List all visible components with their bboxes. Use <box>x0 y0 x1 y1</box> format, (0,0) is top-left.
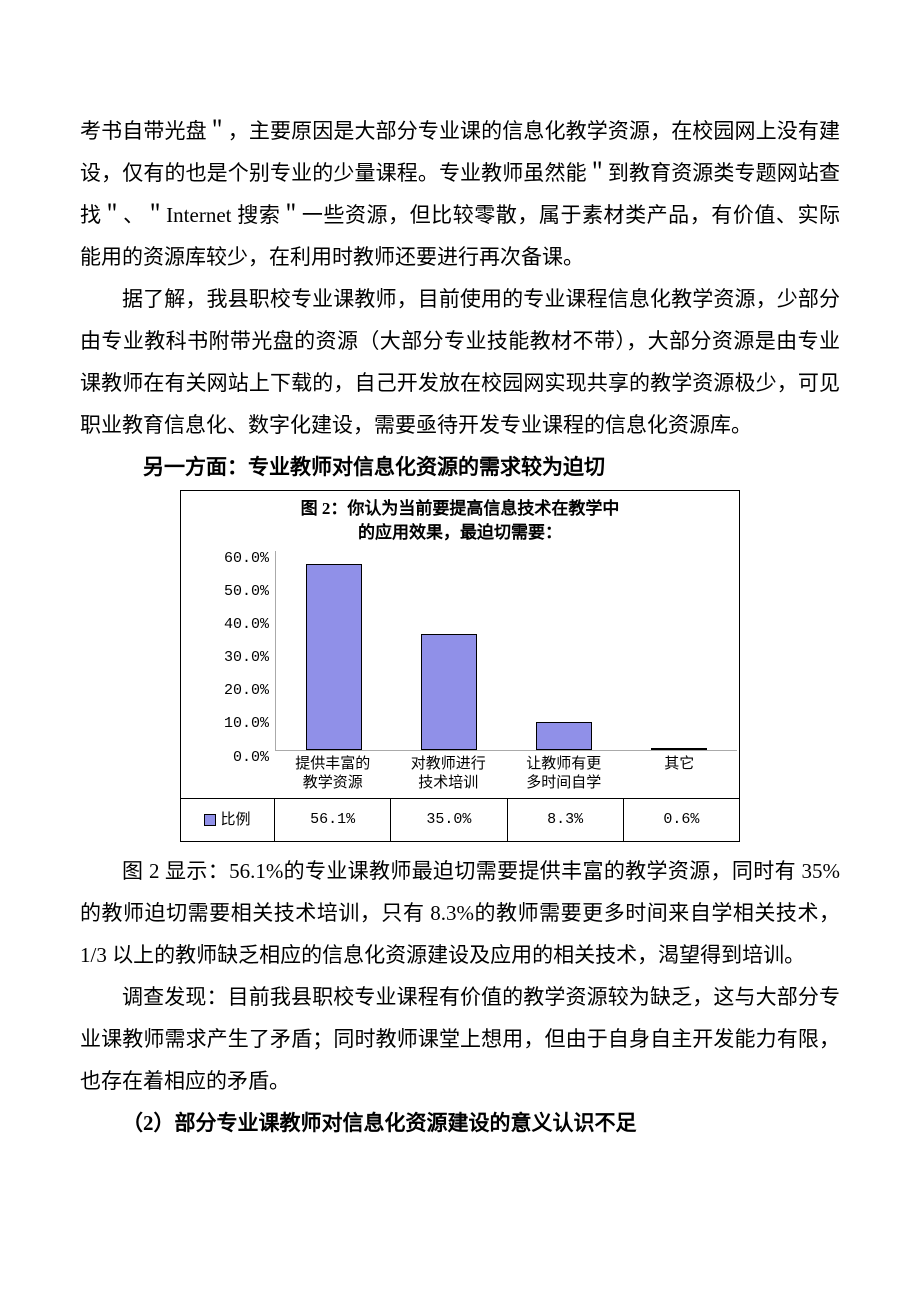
data-cell: 56.1% <box>275 799 391 841</box>
bar-slot <box>391 551 506 750</box>
chart-plot-wrap: 提供丰富的教学资源对教师进行技术培训让教师有更多时间自学其它 <box>275 551 739 798</box>
y-tick: 10.0% <box>224 716 269 731</box>
bar-slot <box>507 551 622 750</box>
bar-slot <box>276 551 391 750</box>
y-tick: 50.0% <box>224 584 269 599</box>
legend-swatch <box>204 814 216 826</box>
bar-slot <box>622 551 737 750</box>
paragraph-2: 据了解，我县职校专业课教师，目前使用的专业课程信息化教学资源，少部分由专业教科书… <box>80 278 840 446</box>
paragraph-1: 考书自带光盘＂，主要原因是大部分专业课的信息化教学资源，在校园网上没有建设，仅有… <box>80 110 840 278</box>
y-tick: 40.0% <box>224 617 269 632</box>
subheading-1: 另一方面：专业教师对信息化资源的需求较为迫切 <box>80 446 840 488</box>
subheading-2: （2）部分专业课教师对信息化资源建设的意义认识不足 <box>80 1102 840 1144</box>
chart-x-labels: 提供丰富的教学资源对教师进行技术培训让教师有更多时间自学其它 <box>275 751 737 798</box>
legend-label: 比例 <box>220 805 250 835</box>
chart-title: 图 2：你认为当前要提高信息技术在教学中 的应用效果，最迫切需要： <box>181 491 739 551</box>
chart-body: 60.0% 50.0% 40.0% 30.0% 20.0% 10.0% 0.0%… <box>181 551 739 798</box>
data-cell: 0.6% <box>624 799 739 841</box>
chart-plot-area <box>275 551 737 751</box>
chart-data-table: 比例 56.1%35.0%8.3%0.6% <box>181 798 739 841</box>
x-axis-label: 提供丰富的教学资源 <box>275 751 391 798</box>
x-axis-label: 让教师有更多时间自学 <box>506 751 622 798</box>
chart-left-pad: 60.0% 50.0% 40.0% 30.0% 20.0% 10.0% 0.0% <box>181 551 275 798</box>
y-tick: 20.0% <box>224 683 269 698</box>
x-axis-label: 对教师进行技术培训 <box>391 751 507 798</box>
chart-y-axis: 60.0% 50.0% 40.0% 30.0% 20.0% 10.0% 0.0% <box>181 551 275 765</box>
x-axis-label: 其它 <box>622 751 738 798</box>
y-tick: 30.0% <box>224 650 269 665</box>
chart-title-line2: 的应用效果，最迫切需要： <box>358 523 562 542</box>
y-tick: 60.0% <box>224 551 269 566</box>
chart-legend: 比例 <box>181 799 275 841</box>
data-cell: 8.3% <box>508 799 624 841</box>
chart-data-cells: 56.1%35.0%8.3%0.6% <box>275 799 739 841</box>
chart-bar <box>421 634 477 750</box>
paragraph-4: 调查发现：目前我县职校专业课程有价值的教学资源较为缺乏，这与大部分专业课教师需求… <box>80 976 840 1102</box>
y-tick: 0.0% <box>233 750 269 765</box>
paragraph-3: 图 2 显示：56.1%的专业课教师最迫切需要提供丰富的教学资源，同时有 35%… <box>80 850 840 976</box>
chart-figure-2: 图 2：你认为当前要提高信息技术在教学中 的应用效果，最迫切需要： 60.0% … <box>180 490 740 842</box>
chart-title-line1: 图 2：你认为当前要提高信息技术在教学中 <box>301 499 620 518</box>
chart-bar <box>306 564 362 750</box>
chart-bar <box>536 722 592 750</box>
chart-bar <box>651 748 707 750</box>
data-cell: 35.0% <box>391 799 507 841</box>
